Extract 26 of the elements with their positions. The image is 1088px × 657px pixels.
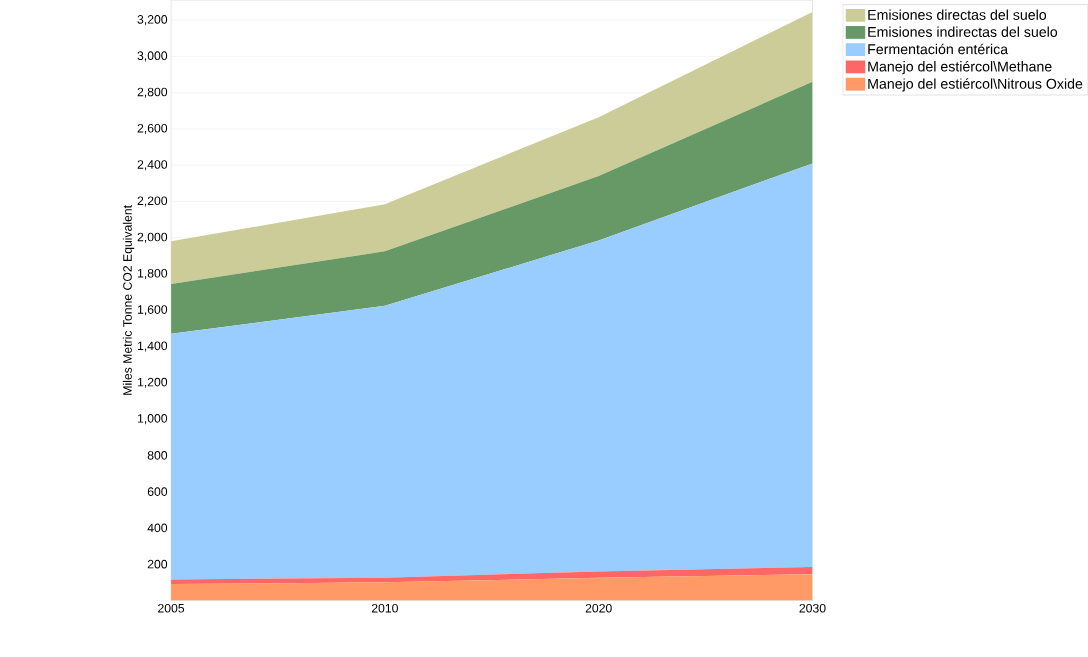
y-tick-label: 800 bbox=[147, 451, 168, 460]
y-tick-label: 1,600 bbox=[137, 305, 168, 316]
y-tick-label: 1,400 bbox=[137, 341, 168, 352]
x-tick-label: 2010 bbox=[371, 604, 398, 613]
y-axis-title: Miles Metric Tonne CO2 Equivalent bbox=[122, 205, 135, 395]
x-tick-label: 2030 bbox=[799, 604, 826, 613]
y-tick-label: 2,200 bbox=[137, 196, 168, 207]
x-tick-label: 2005 bbox=[158, 604, 185, 613]
y-tick-label: 400 bbox=[147, 523, 168, 533]
y-tick-label: 1,200 bbox=[137, 377, 168, 389]
legend-label: Manejo del estiércol\Methane bbox=[868, 61, 1052, 75]
legend-label: Emisiones directas del suelo bbox=[868, 9, 1047, 21]
y-tick-label: 200 bbox=[147, 560, 168, 569]
y-tick-label: 600 bbox=[147, 487, 168, 497]
legend-label: Manejo del estiércol\Nitrous Oxide bbox=[868, 78, 1083, 92]
y-tick-label: 2,800 bbox=[137, 87, 168, 98]
y-tick-label: 3,200 bbox=[137, 15, 168, 26]
y-tick-label: 2,600 bbox=[137, 124, 168, 135]
y-tick-label: 3,000 bbox=[137, 51, 168, 62]
x-tick-label: 2020 bbox=[585, 604, 612, 613]
legend-label: Emisiones indirectas del suelo bbox=[868, 26, 1058, 38]
y-tick-label: 1,800 bbox=[137, 269, 168, 280]
y-tick-label: 1,000 bbox=[137, 414, 168, 425]
y-tick-label: 2,400 bbox=[137, 160, 168, 171]
y-tick-label: 2,000 bbox=[137, 232, 168, 243]
legend-label: Fermentación entérica bbox=[868, 43, 1009, 55]
